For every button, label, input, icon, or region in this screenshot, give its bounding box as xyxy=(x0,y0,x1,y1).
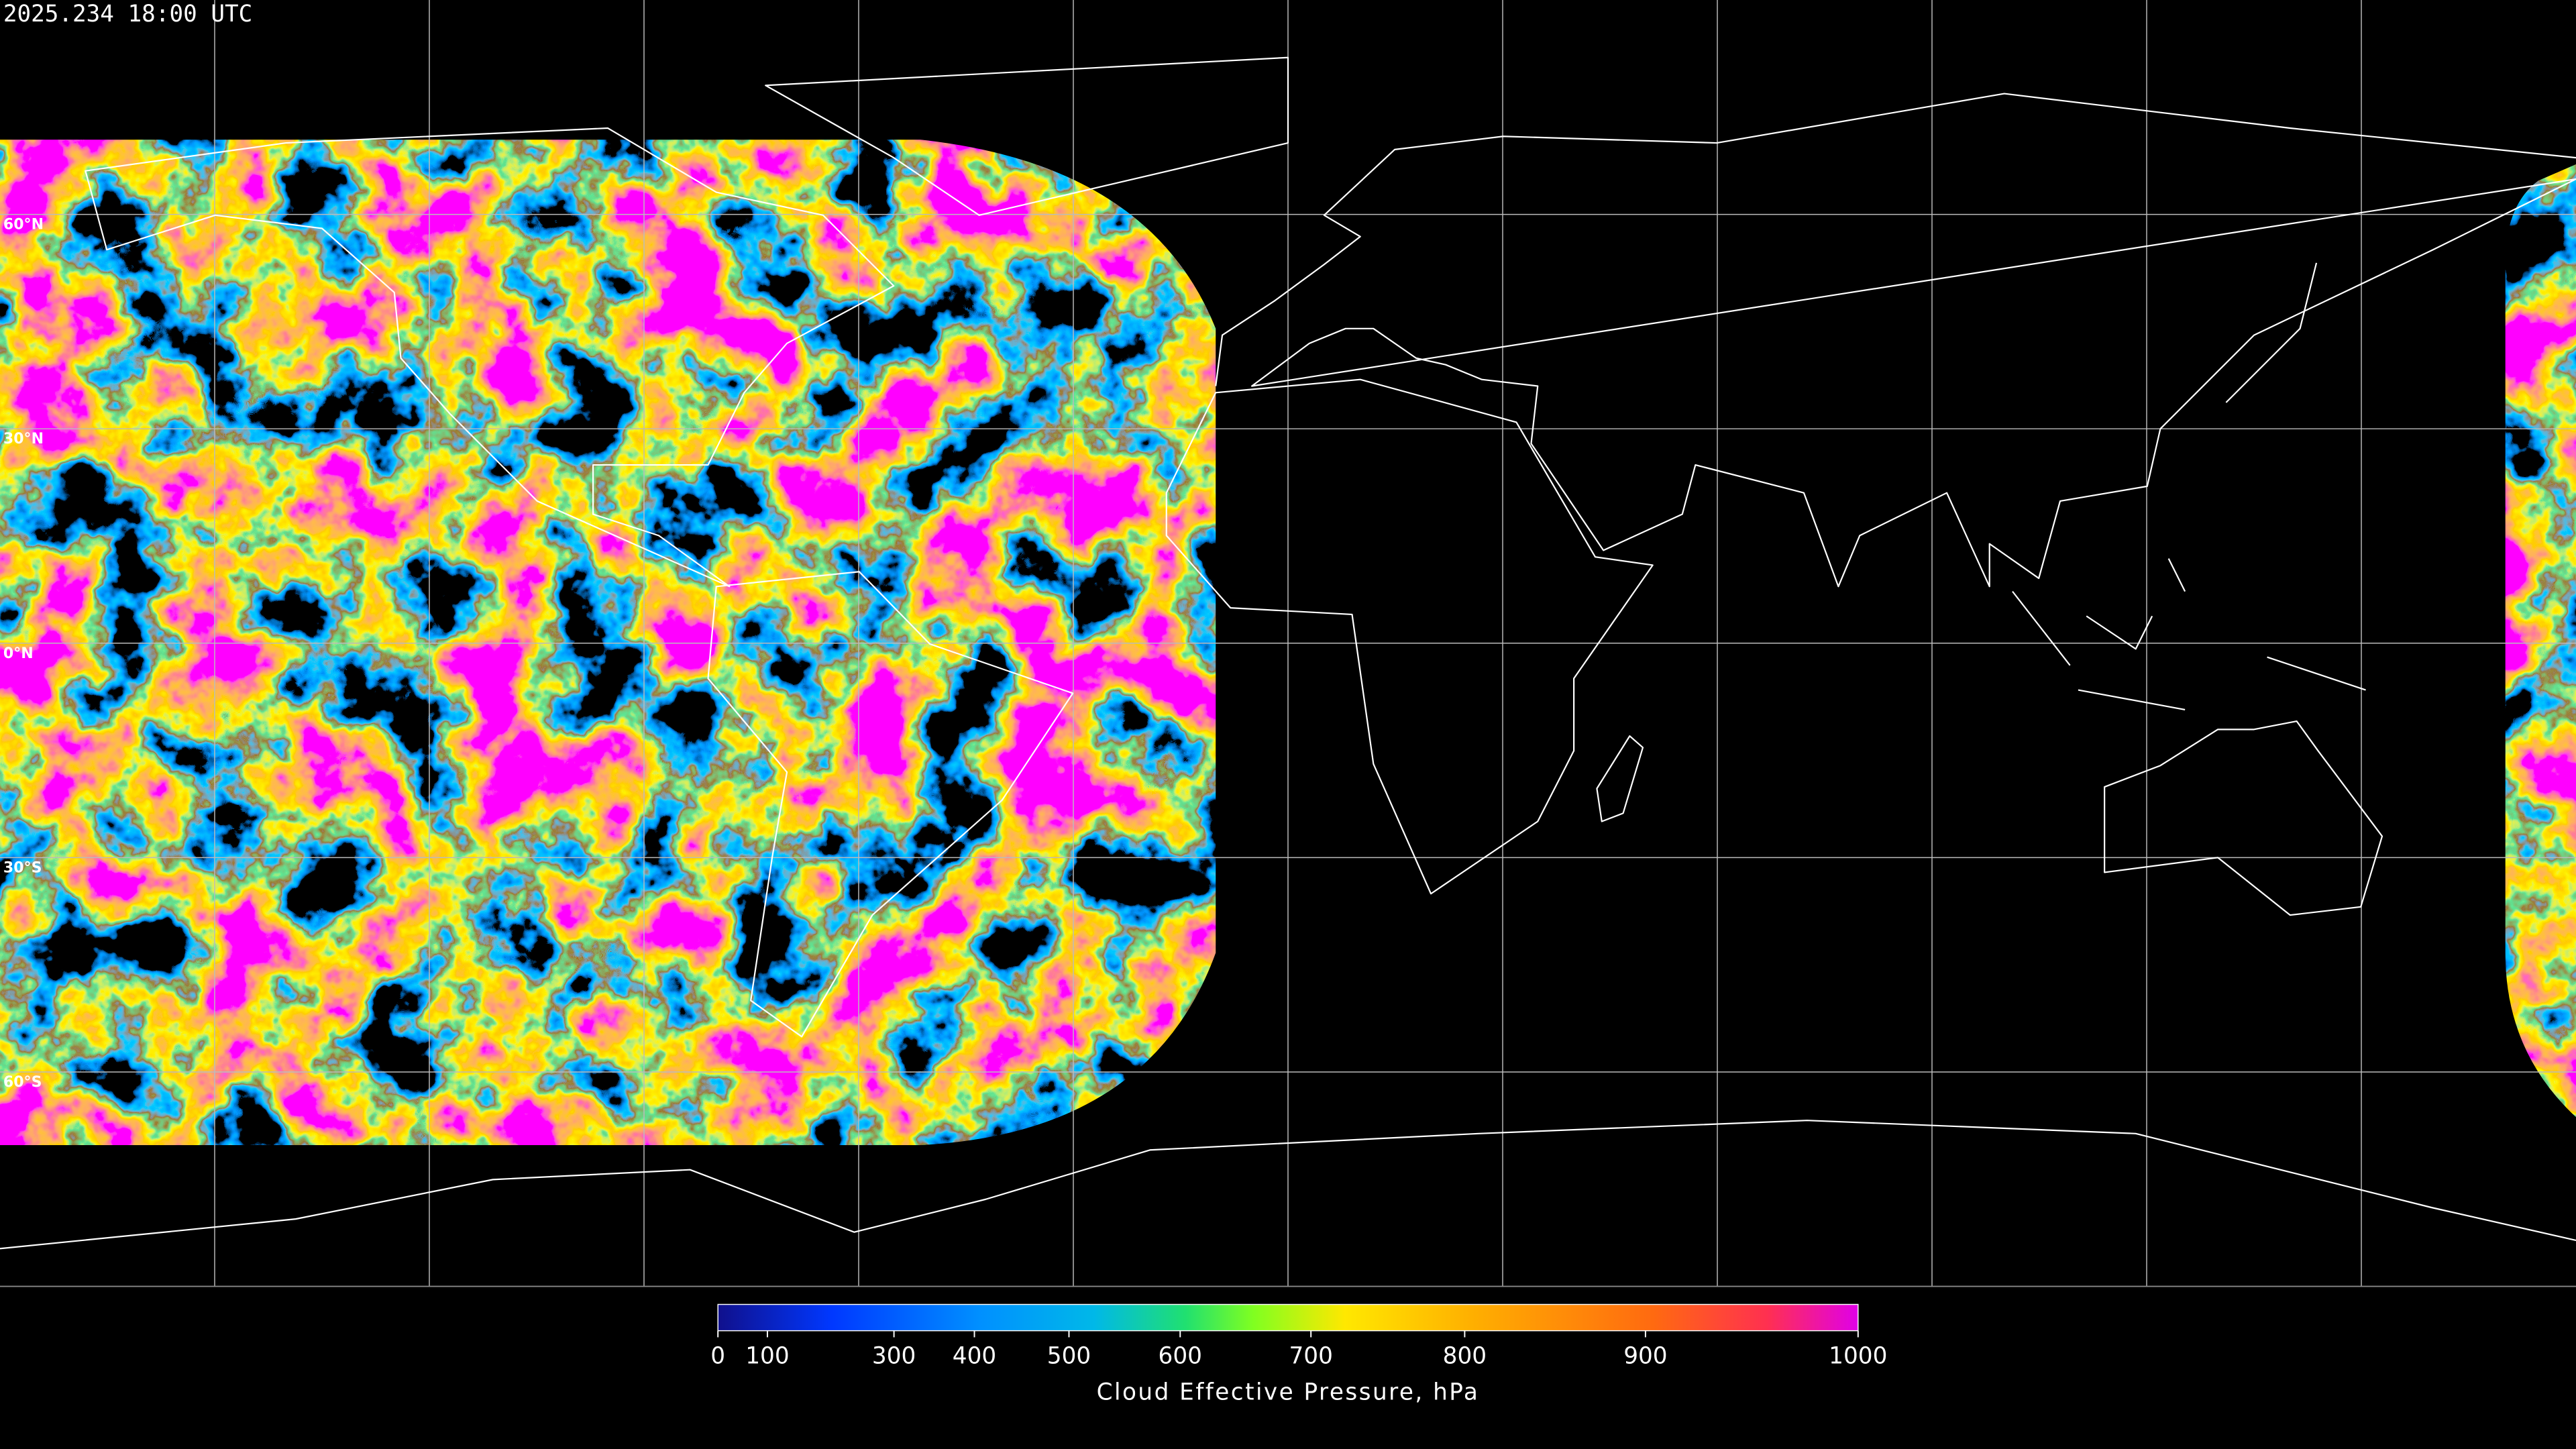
colorbar-tick-label: 100 xyxy=(745,1343,789,1370)
colorbar-tick-label: 800 xyxy=(1443,1343,1487,1370)
coastline-indonesia xyxy=(2012,558,2366,711)
colorbar-tick-label: 900 xyxy=(1623,1343,1667,1370)
colorbar-tick-label: 400 xyxy=(953,1343,996,1370)
colorbar-tick-label: 600 xyxy=(1159,1343,1202,1370)
colorbar-tick-label: 0 xyxy=(710,1343,725,1370)
graticule: 60°N 30°N 0°N 30°S 60°S xyxy=(0,0,2576,1287)
colorbar-tick-label: 500 xyxy=(1047,1343,1091,1370)
timestamp: 2025.234 18:00 UTC xyxy=(3,1,252,28)
colorbar-tick-label: 300 xyxy=(872,1343,916,1370)
coastline-madagascar xyxy=(1596,735,1644,822)
coastline-south-america xyxy=(707,571,1074,1038)
latitude-label: 30°N xyxy=(3,431,44,447)
coastlines xyxy=(0,56,2576,1250)
latitude-label: 60°S xyxy=(3,1074,42,1091)
latitude-label: 30°S xyxy=(3,859,42,876)
coastline-africa xyxy=(1165,378,1654,895)
latitude-label: 60°N xyxy=(3,217,44,233)
colorbar-gradient xyxy=(717,1303,1859,1332)
colorbar-tick-label: 700 xyxy=(1289,1343,1332,1370)
coastline-antarctica xyxy=(0,1120,2576,1250)
colorbar-title: Cloud Effective Pressure, hPa xyxy=(1097,1379,1480,1406)
coastline-japan xyxy=(2225,262,2318,403)
coastline-eurasia xyxy=(1215,93,2576,588)
coastline-north-america xyxy=(85,127,895,588)
latitude-label: 0°N xyxy=(3,645,34,662)
colorbar-tick-label: 1000 xyxy=(1829,1343,1887,1370)
coastline-greenland xyxy=(765,56,1289,216)
colorbar: Cloud Effective Pressure, hPa 0 100 300 400… xyxy=(710,1303,1887,1406)
coastline-australia xyxy=(2104,720,2383,916)
